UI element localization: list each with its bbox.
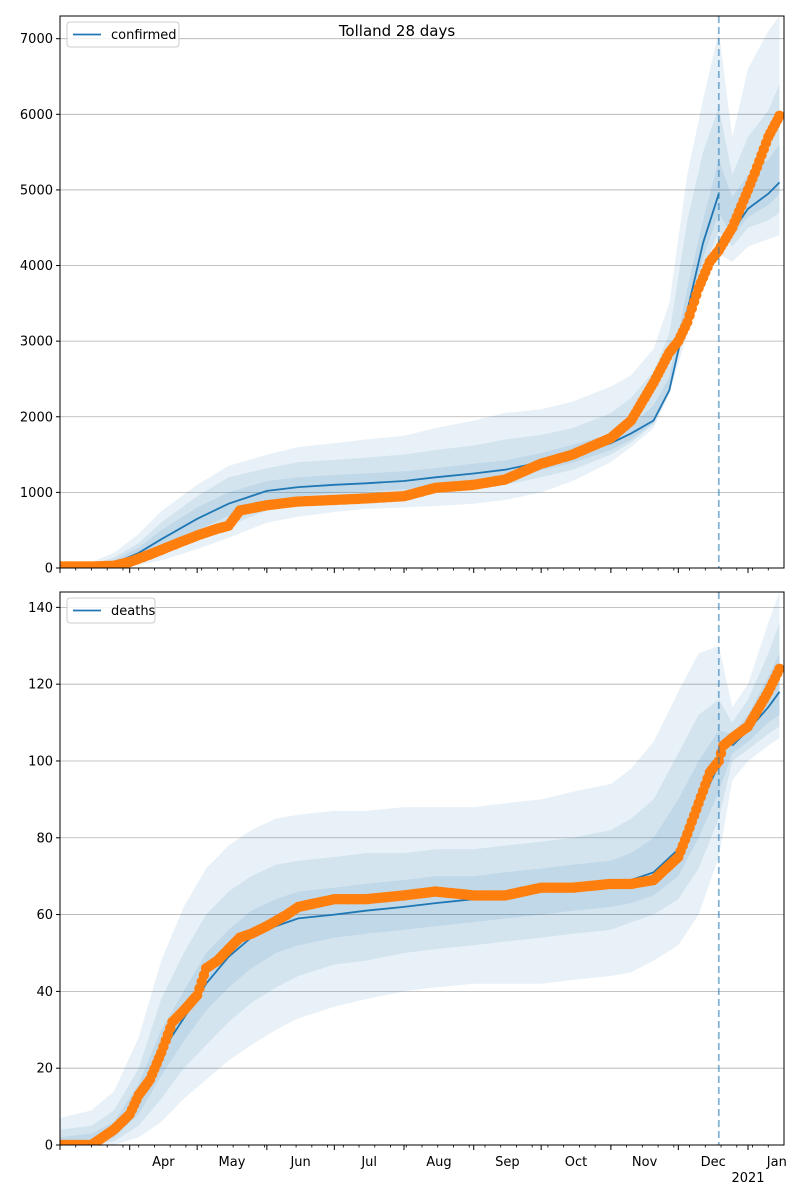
uncertainty-band [60, 653, 780, 1145]
y-tick-label: 140 [28, 601, 53, 616]
legend-box [66, 597, 156, 624]
deaths-panel: 0 20 40 60 80 100 120 140 Apr May Jun Jul Aug Sep Oct N… [28, 591, 787, 1186]
y-tick-label: 3000 [20, 335, 53, 350]
y-tick-label: 20 [36, 1062, 53, 1077]
y-tick-label: 60 [36, 908, 53, 923]
y-tick-label: 100 [28, 754, 53, 769]
x-tick-label: May [219, 1155, 246, 1170]
data-layer [60, 592, 784, 1145]
y-tick-label: 5000 [20, 183, 53, 198]
uncertainty-band [60, 592, 780, 1145]
y-tick-label: 40 [36, 985, 53, 1000]
x-tick-label: Jun [289, 1155, 310, 1170]
legend-box [66, 21, 180, 48]
y-tick-label: 0 [45, 1139, 53, 1154]
y-tick-label: 2000 [20, 410, 53, 425]
chart-title: Tolland 28 days [338, 22, 456, 40]
legend-label: deaths [111, 604, 156, 619]
legend: confirmed [66, 21, 180, 48]
model-line [60, 193, 720, 568]
x-tick-label: Jan [766, 1155, 787, 1170]
x-tick-label: Apr [152, 1155, 175, 1170]
observed-point [774, 663, 784, 674]
y-tick-label: 0 [45, 562, 53, 577]
x-tick-label: Nov [632, 1155, 658, 1170]
data-layer [60, 16, 784, 568]
x-tick-label: Aug [426, 1155, 451, 1170]
y-tick-label: 4000 [20, 259, 53, 274]
y-tick-label: 1000 [20, 486, 53, 501]
y-tick-label: 6000 [20, 108, 53, 123]
x-tick-label: Jul [360, 1155, 377, 1170]
observed-point [774, 110, 784, 121]
uncertainty-band [60, 16, 780, 568]
y-tick-label: 80 [36, 831, 53, 846]
legend: deaths [66, 597, 156, 624]
x-year-label: 2021 [731, 1171, 764, 1186]
y-tick-label: 7000 [20, 32, 53, 47]
y-tick-label: 120 [28, 678, 53, 693]
x-tick-label: Sep [495, 1155, 520, 1170]
confirmed-panel: 0 1000 2000 3000 4000 5000 6000 7000 confirmed [20, 15, 785, 577]
uncertainty-band [60, 144, 780, 568]
x-tick-label: Dec [701, 1155, 726, 1170]
legend-label: confirmed [111, 28, 177, 43]
x-tick-label: Oct [565, 1155, 587, 1170]
uncertainty-band [60, 622, 780, 1145]
